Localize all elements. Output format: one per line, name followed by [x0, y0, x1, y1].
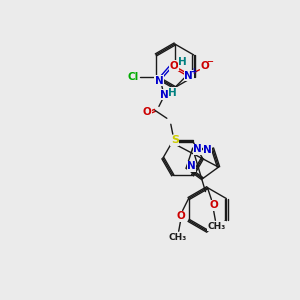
- Text: N: N: [193, 144, 202, 154]
- Text: H: H: [178, 57, 187, 67]
- Text: +: +: [190, 67, 197, 76]
- Text: N: N: [160, 89, 169, 100]
- Text: O: O: [200, 61, 209, 71]
- Text: CH₃: CH₃: [207, 222, 226, 231]
- Text: O: O: [209, 200, 218, 211]
- Text: N: N: [154, 76, 163, 85]
- Text: O: O: [176, 212, 185, 221]
- Text: O: O: [169, 61, 178, 71]
- Text: CH₃: CH₃: [169, 233, 187, 242]
- Text: O: O: [143, 107, 152, 117]
- Text: Cl: Cl: [128, 72, 139, 82]
- Text: N: N: [203, 145, 212, 155]
- Text: S: S: [171, 135, 179, 145]
- Text: H: H: [168, 88, 177, 98]
- Text: N: N: [184, 71, 193, 81]
- Text: −: −: [206, 57, 213, 66]
- Text: N: N: [187, 161, 196, 171]
